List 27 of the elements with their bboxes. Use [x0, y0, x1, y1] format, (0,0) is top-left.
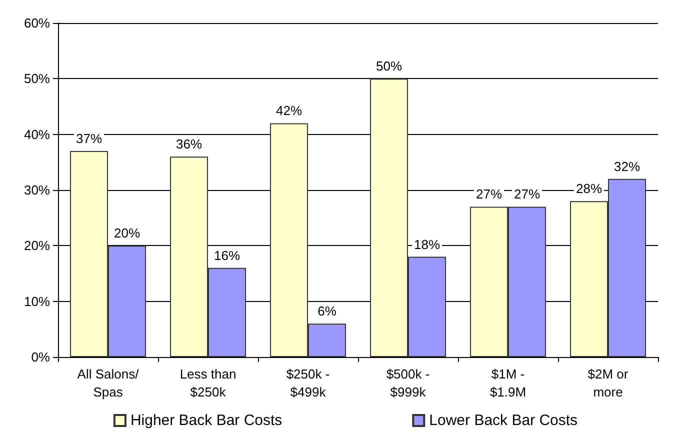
- data-label: 20%: [114, 226, 140, 241]
- y-tick-label: 30%: [24, 182, 50, 198]
- data-label: 18%: [414, 236, 440, 252]
- data-label: 27%: [476, 186, 502, 202]
- y-tick-label: 10%: [24, 294, 50, 309]
- data-label: 36%: [176, 136, 202, 152]
- x-tick-label: $250k - $499k: [286, 366, 330, 400]
- data-label: 50%: [376, 58, 402, 74]
- y-tick-label: 60%: [24, 16, 50, 30]
- legend-label: Lower Back Bar Costs: [429, 412, 578, 429]
- data-label: 27%: [514, 186, 540, 202]
- y-tick-label: 0%: [31, 350, 50, 364]
- x-tick-label: $500k - $999k: [386, 366, 430, 400]
- data-label: 28%: [576, 181, 602, 196]
- x-tick-label: Less than $250k: [180, 366, 236, 400]
- y-tick-label: 20%: [24, 238, 50, 254]
- x-tick-label: $1M - $1.9M: [490, 366, 526, 400]
- x-tick-label: All Salons/ Spas: [77, 366, 140, 400]
- data-label: 6%: [318, 304, 337, 319]
- data-label: 42%: [276, 103, 302, 118]
- y-tick-label: 50%: [24, 71, 50, 86]
- y-tick-label: 40%: [24, 126, 50, 142]
- data-label: 16%: [214, 248, 240, 263]
- x-tick-label: $2M or more: [588, 366, 629, 400]
- data-label: 37%: [76, 131, 102, 146]
- legend-label: Higher Back Bar Costs: [130, 412, 282, 429]
- data-label: 32%: [614, 158, 640, 174]
